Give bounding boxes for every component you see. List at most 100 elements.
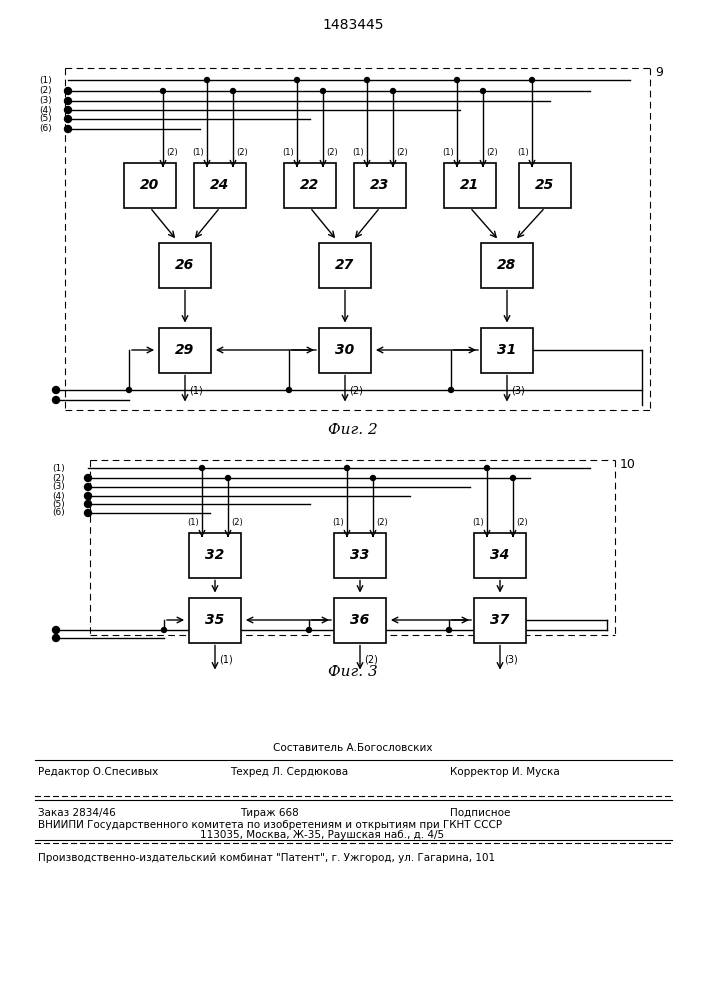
Circle shape: [160, 89, 165, 94]
Bar: [159, 328, 211, 372]
Bar: [194, 162, 246, 208]
Circle shape: [481, 89, 486, 94]
Circle shape: [510, 476, 515, 481]
Text: Фиг. 3: Фиг. 3: [328, 665, 378, 679]
Circle shape: [85, 510, 91, 516]
Bar: [189, 532, 241, 578]
Circle shape: [127, 387, 132, 392]
Text: 36: 36: [351, 613, 370, 627]
Bar: [474, 532, 526, 578]
Circle shape: [286, 387, 291, 392]
Circle shape: [390, 89, 395, 94]
Circle shape: [230, 89, 235, 94]
Circle shape: [85, 500, 91, 508]
Text: (1): (1): [52, 464, 65, 473]
Text: (4): (4): [52, 491, 65, 500]
Text: (3): (3): [504, 654, 518, 664]
Circle shape: [52, 396, 59, 403]
Text: (5): (5): [52, 499, 65, 508]
Text: (2): (2): [236, 148, 247, 157]
Circle shape: [64, 98, 71, 104]
Text: (2): (2): [231, 518, 243, 527]
Circle shape: [455, 78, 460, 83]
Text: (2): (2): [396, 148, 408, 157]
Text: 29: 29: [175, 343, 194, 357]
Text: Техред Л. Сердюкова: Техред Л. Сердюкова: [230, 767, 348, 777]
Text: Редактор О.Спесивых: Редактор О.Спесивых: [38, 767, 158, 777]
Bar: [474, 597, 526, 643]
Text: 34: 34: [491, 548, 510, 562]
Text: Фиг. 2: Фиг. 2: [328, 423, 378, 437]
Bar: [334, 597, 386, 643]
Circle shape: [370, 476, 375, 481]
Text: 31: 31: [498, 343, 517, 357]
Circle shape: [307, 628, 312, 633]
Text: (2): (2): [376, 518, 387, 527]
Text: Корректор И. Муска: Корректор И. Муска: [450, 767, 560, 777]
Text: (1): (1): [518, 148, 529, 157]
Text: (1): (1): [352, 148, 364, 157]
Circle shape: [64, 115, 71, 122]
Circle shape: [64, 106, 71, 113]
Bar: [284, 162, 336, 208]
Bar: [481, 242, 533, 288]
Circle shape: [85, 492, 91, 499]
Circle shape: [295, 78, 300, 83]
Text: 10: 10: [620, 458, 636, 472]
Text: (2): (2): [326, 148, 338, 157]
Text: 26: 26: [175, 258, 194, 272]
Bar: [354, 162, 406, 208]
Circle shape: [365, 78, 370, 83]
Text: 23: 23: [370, 178, 390, 192]
Text: Составитель А.Богословских: Составитель А.Богословских: [273, 743, 433, 753]
Text: 22: 22: [300, 178, 320, 192]
Text: 24: 24: [211, 178, 230, 192]
Bar: [334, 532, 386, 578]
Circle shape: [199, 466, 204, 471]
Bar: [481, 328, 533, 372]
Circle shape: [52, 635, 59, 642]
Text: (1): (1): [187, 518, 199, 527]
Circle shape: [85, 484, 91, 490]
Circle shape: [320, 89, 325, 94]
Text: (1): (1): [332, 518, 344, 527]
Text: (1): (1): [282, 148, 294, 157]
Bar: [319, 242, 371, 288]
Text: 113035, Москва, Ж-35, Раушская наб., д. 4/5: 113035, Москва, Ж-35, Раушская наб., д. …: [200, 830, 444, 840]
Bar: [159, 242, 211, 288]
Text: Подписное: Подписное: [450, 808, 510, 818]
Text: 37: 37: [491, 613, 510, 627]
Circle shape: [448, 387, 453, 392]
Text: (2): (2): [349, 385, 363, 395]
Circle shape: [52, 626, 59, 634]
Text: Производственно-издательский комбинат "Патент", г. Ужгород, ул. Гагарина, 101: Производственно-издательский комбинат "П…: [38, 853, 495, 863]
Text: (2): (2): [52, 474, 65, 483]
Text: (2): (2): [40, 87, 52, 96]
Text: 21: 21: [460, 178, 479, 192]
Circle shape: [226, 476, 230, 481]
Text: Заказ 2834/46: Заказ 2834/46: [38, 808, 116, 818]
Text: ВНИИПИ Государственного комитета по изобретениям и открытиям при ГКНТ СССР: ВНИИПИ Государственного комитета по изоб…: [38, 820, 502, 830]
Text: (1): (1): [443, 148, 454, 157]
Circle shape: [447, 628, 452, 633]
Circle shape: [204, 78, 209, 83]
Text: 27: 27: [335, 258, 355, 272]
Text: 32: 32: [205, 548, 225, 562]
Text: (3): (3): [52, 483, 65, 491]
Text: (2): (2): [516, 518, 527, 527]
Text: (1): (1): [472, 518, 484, 527]
Text: (2): (2): [364, 654, 378, 664]
Text: (6): (6): [52, 508, 65, 518]
Text: (1): (1): [192, 148, 204, 157]
Text: 1483445: 1483445: [322, 18, 384, 32]
Text: 33: 33: [351, 548, 370, 562]
Bar: [519, 162, 571, 208]
Text: (2): (2): [166, 148, 177, 157]
Text: 25: 25: [535, 178, 554, 192]
Circle shape: [52, 386, 59, 393]
Text: (6): (6): [40, 124, 52, 133]
Text: 28: 28: [498, 258, 517, 272]
Text: (4): (4): [40, 105, 52, 114]
Text: (1): (1): [189, 385, 203, 395]
Text: (3): (3): [511, 385, 525, 395]
